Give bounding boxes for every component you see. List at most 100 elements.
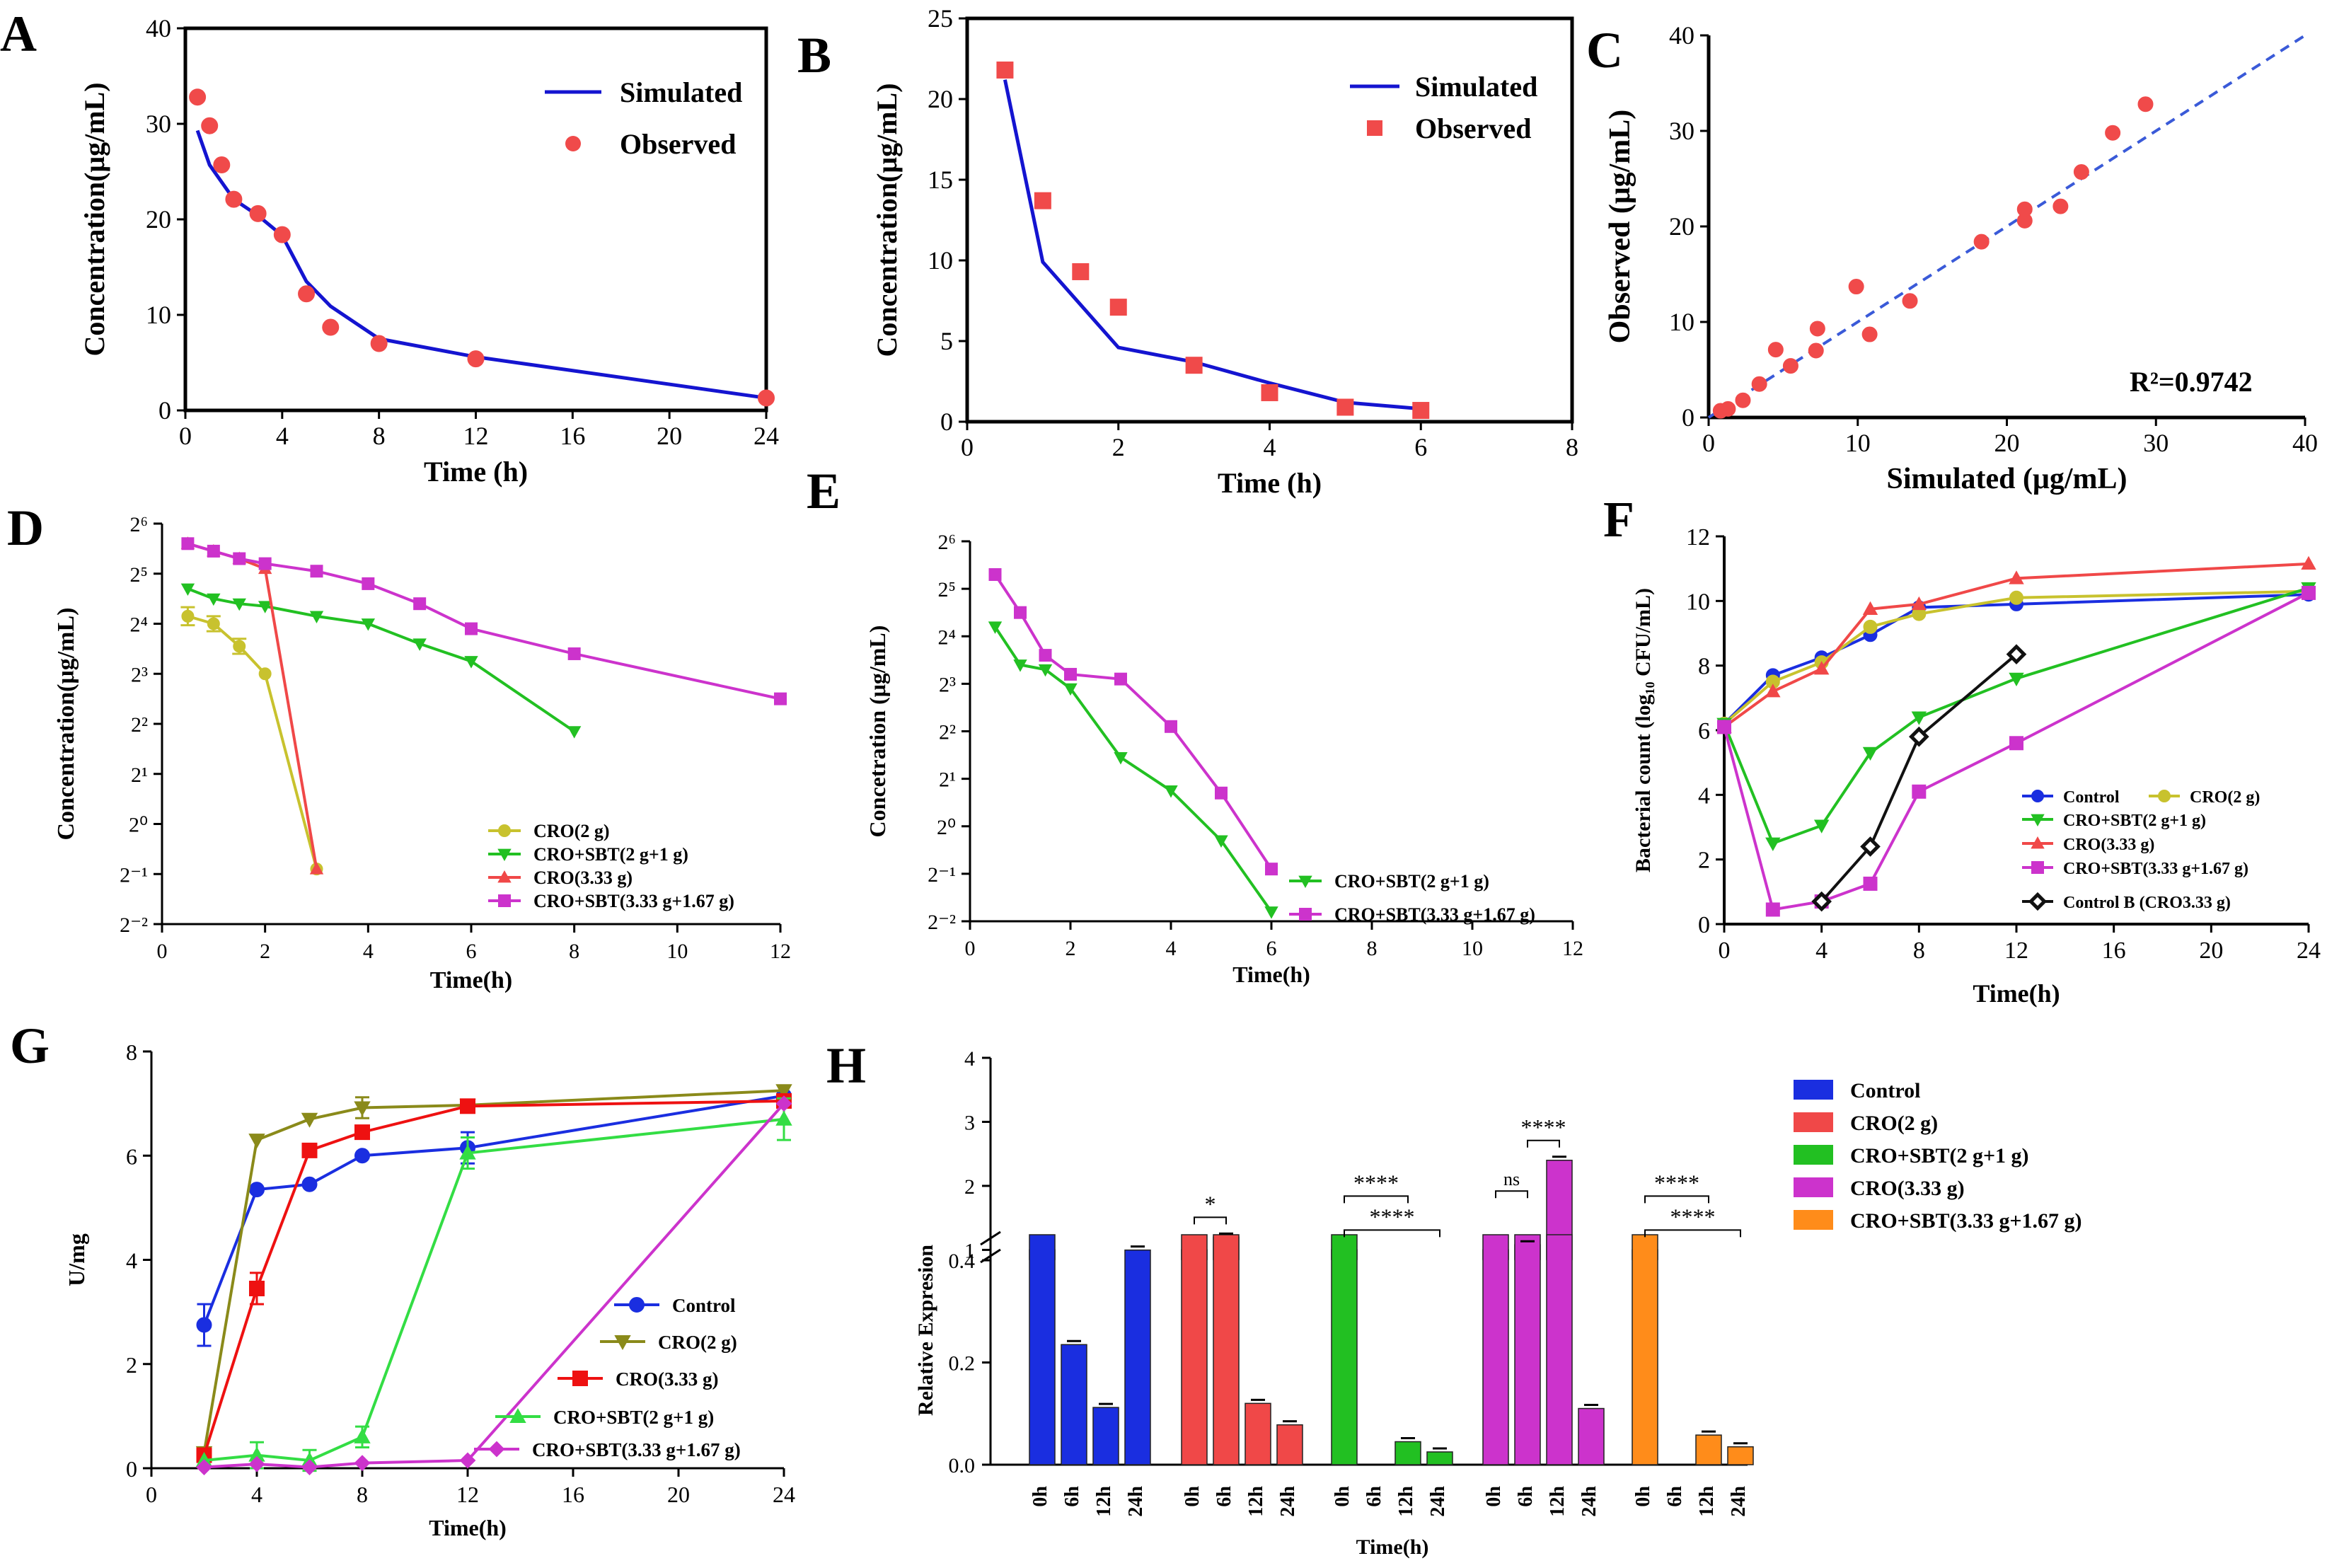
data-point: [1265, 863, 1278, 876]
data-point: [233, 640, 246, 653]
data-point: [181, 537, 195, 550]
legend-label: CRO+SBT(2 g+1 g): [2063, 812, 2206, 830]
x-axis-label: Time(h): [1973, 979, 2060, 1008]
bar: [1727, 1446, 1754, 1465]
y-tick-label: 2²: [939, 721, 956, 744]
legend-entry: CRO+SBT(2 g+1 g): [1794, 1144, 2029, 1168]
data-point: [248, 1134, 265, 1149]
y-tick-label: 12: [1686, 524, 1710, 550]
legend-marker: [2158, 790, 2171, 802]
data-point: [1911, 711, 1927, 725]
bar: [1276, 1424, 1303, 1465]
data-point: [988, 567, 1002, 581]
series-observed: [996, 61, 1430, 420]
y-tick-label: 6: [1698, 718, 1710, 744]
y-tick-label: 20: [928, 85, 953, 113]
data-point: [988, 621, 1003, 634]
x-tick-label: 24h: [1728, 1486, 1750, 1517]
significance-bracket: ****: [1344, 1204, 1440, 1238]
y-tick-label: 6: [126, 1143, 137, 1169]
x-tick-label: 20: [667, 1482, 690, 1507]
x-tick-label: 16: [560, 422, 585, 450]
data-point: [467, 350, 485, 368]
legend-label: CRO(2 g): [658, 1332, 737, 1353]
x-tick-label: 12h: [1696, 1486, 1718, 1517]
legend-marker: [2031, 861, 2044, 874]
y-tick-label: 4: [1698, 783, 1710, 809]
data-point: [1034, 192, 1051, 209]
x-tick-label: 24h: [1578, 1486, 1600, 1517]
y-tick-label: 10: [1669, 308, 1694, 336]
panel-h: 1 2 3 4 0.0 0.2 0.4 Relative Expresion Time(h) 0h…: [914, 1047, 2082, 1559]
data-point: [1782, 358, 1798, 374]
legend-marker: [572, 1371, 588, 1386]
series-line: [187, 614, 318, 870]
legend-marker: [488, 1441, 505, 1458]
legend-entry: Control B (CRO3.33 g): [2022, 892, 2231, 912]
data-point: [249, 1182, 265, 1198]
data-point: [996, 61, 1014, 79]
series-points: [1712, 96, 2154, 419]
data-point: [1902, 293, 1918, 309]
x-tick-label: 24h: [1427, 1486, 1449, 1517]
y-tick-label: 1: [964, 1239, 975, 1262]
y-axis-label: Concetration (μg/mL): [865, 626, 890, 838]
legend: Simulated Observed: [1350, 71, 1537, 144]
data-point: [1863, 619, 1878, 634]
bracket-line: [1644, 1195, 1709, 1204]
legend-label: Control B (CRO3.33 g): [2063, 894, 2231, 912]
bar: [1695, 1434, 1722, 1465]
y-tick-label: 0: [126, 1456, 137, 1482]
y-tick-label: 2⁻¹: [120, 863, 148, 887]
x-tick-label: 20: [2199, 938, 2223, 964]
significance-bracket: ****: [1644, 1170, 1709, 1204]
x-axis-label: Time (h): [1218, 467, 1322, 499]
legend-marker: [1298, 875, 1312, 889]
data-point: [460, 1098, 475, 1114]
legend-label: CRO(3.33 g): [533, 867, 633, 888]
y-tick-label: 2⁶: [938, 531, 956, 554]
x-tick-label: 0h: [1029, 1486, 1051, 1507]
legend-marker: [565, 136, 581, 151]
data-point: [465, 622, 478, 635]
y-tick-label: 40: [1669, 21, 1694, 50]
x-tick-label: 4: [1166, 937, 1177, 960]
legend-label: CRO+SBT(3.33 g+1.67 g): [1334, 904, 1535, 925]
legend-entry: CRO+SBT(2 g+1 g): [495, 1407, 714, 1428]
x-tick-label: 0h: [1332, 1486, 1353, 1507]
x-tick-label: 12: [770, 940, 791, 963]
data-point: [181, 609, 195, 623]
series-line: [202, 1089, 785, 1453]
data-point: [1064, 667, 1077, 681]
y-axis-label: U/mg: [64, 1233, 89, 1286]
legend-marker: [2028, 892, 2048, 911]
significance-bracket: ****: [1521, 1114, 1566, 1148]
y-tick-label: 2³: [939, 673, 956, 696]
panel-label-c: C: [1586, 22, 1623, 79]
bracket-line: [1495, 1190, 1528, 1199]
bar: [1331, 1234, 1358, 1465]
bar: [1092, 1407, 1119, 1465]
data-point: [207, 544, 220, 558]
x-tick-label: 6h: [1363, 1486, 1385, 1507]
data-point: [774, 692, 787, 705]
legend-entry: CRO(2 g): [2149, 788, 2260, 807]
series-cro-sbt-2-g-1-g-: [988, 621, 1278, 919]
y-tick-label: 20: [1669, 212, 1694, 241]
x-tick-label: 8: [1367, 937, 1378, 960]
data-point: [354, 1428, 371, 1443]
series-simulated: [195, 129, 767, 400]
x-tick-label: 0: [1719, 938, 1731, 964]
data-point: [775, 1084, 792, 1100]
y-tick-label: 2⁶: [130, 513, 148, 536]
series-cro-3-33-g-: [180, 536, 324, 875]
data-point: [567, 726, 582, 739]
data-point: [464, 656, 478, 669]
data-point: [567, 647, 581, 660]
data-point: [2016, 201, 2033, 217]
data-point: [1412, 402, 1430, 420]
legend-marker: [498, 894, 511, 907]
series-cro-sbt-2-g-1-g-: [1716, 582, 2316, 851]
series-line: [1707, 34, 2306, 419]
y-tick-label: 30: [1669, 117, 1694, 145]
